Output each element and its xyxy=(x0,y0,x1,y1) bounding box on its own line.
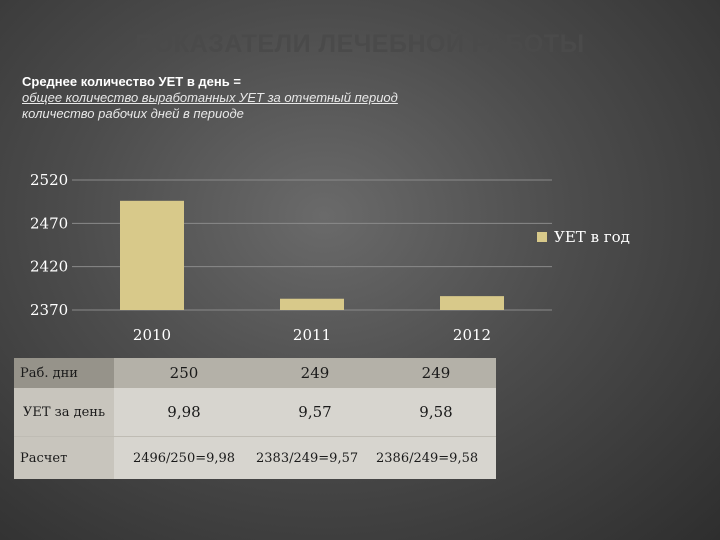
row-label: Расчет xyxy=(14,436,114,479)
x-tick-label: 2010 xyxy=(133,326,171,344)
bar-chart: 2520 2470 2420 2370 2010 2011 2012 УЕТ в год xyxy=(30,171,630,344)
table-cell: 9,58 xyxy=(376,388,496,437)
legend-swatch xyxy=(537,232,547,242)
table-cell: 250 xyxy=(114,358,254,388)
table-cell: 249 xyxy=(254,358,376,388)
row-label: УЕТ за день xyxy=(14,388,114,437)
formula-line-1: Среднее количество УЕТ в день = xyxy=(22,74,241,89)
table-row: Раб. дни 250 249 249 xyxy=(14,358,496,388)
bar-2011 xyxy=(280,298,344,310)
stats-table: Раб. дни 250 249 249 УЕТ за день 9,98 9,… xyxy=(14,358,496,479)
table-cell: 9,57 xyxy=(254,388,376,437)
y-tick-label: 2370 xyxy=(30,301,68,319)
table-cell: 2383/249=9,57 xyxy=(254,436,376,479)
formula-numerator: общее количество выработанных УЕТ за отч… xyxy=(22,90,398,105)
formula-block: Среднее количество УЕТ в день = общее ко… xyxy=(22,74,398,122)
y-tick-label: 2470 xyxy=(30,214,68,232)
row-label: Раб. дни xyxy=(14,358,114,388)
table-cell: 9,98 xyxy=(114,388,254,437)
table-cell: 249 xyxy=(376,358,496,388)
table-cell: 2386/249=9,58 xyxy=(376,436,496,479)
bar-2012 xyxy=(440,296,504,310)
table-row: Расчет 2496/250=9,98 2383/249=9,57 2386/… xyxy=(14,436,496,479)
slide-title: ПОКАЗАТЕЛИ ЛЕЧЕБНОЙ РАБОТЫ xyxy=(135,30,585,58)
x-tick-label: 2011 xyxy=(293,326,331,344)
y-tick-label: 2520 xyxy=(30,171,68,189)
table-row: УЕТ за день 9,98 9,57 9,58 xyxy=(14,388,496,437)
y-tick-label: 2420 xyxy=(30,258,68,276)
bar-2010 xyxy=(120,200,184,310)
table-cell: 2496/250=9,98 xyxy=(114,436,254,479)
x-tick-label: 2012 xyxy=(453,326,491,344)
legend-label: УЕТ в год xyxy=(554,228,630,246)
formula-denominator: количество рабочих дней в периоде xyxy=(22,106,244,121)
